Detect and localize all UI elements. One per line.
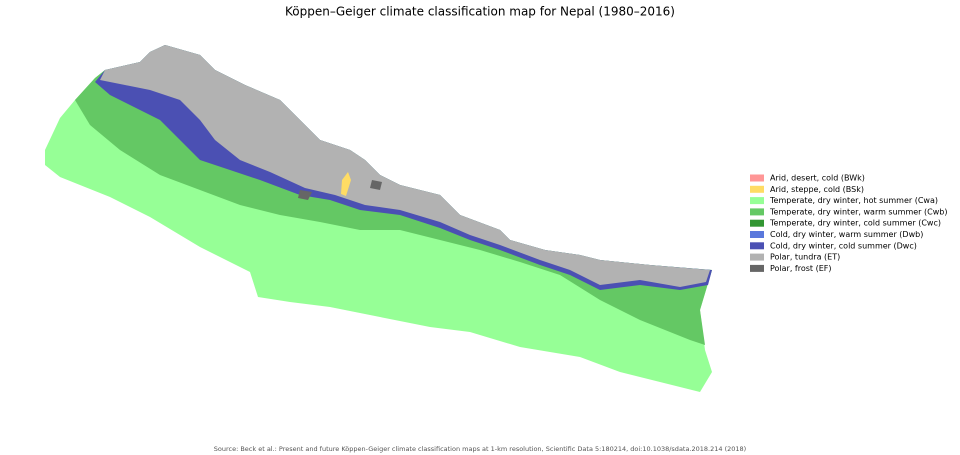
nepal-map bbox=[45, 45, 712, 392]
legend-swatch bbox=[750, 253, 764, 261]
legend-label: Polar, frost (EF) bbox=[770, 264, 832, 273]
legend: Arid, desert, cold (BWk) Arid, steppe, co… bbox=[750, 174, 947, 273]
region-ef bbox=[370, 180, 382, 190]
map-title: Köppen–Geiger climate classification map… bbox=[285, 5, 675, 19]
legend-label: Polar, tundra (ET) bbox=[770, 253, 840, 262]
legend-label: Arid, steppe, cold (BSk) bbox=[770, 185, 864, 194]
region-et bbox=[100, 45, 710, 287]
legend-swatch bbox=[750, 174, 764, 182]
region-bsk bbox=[341, 172, 351, 196]
legend-label: Cold, dry winter, warm summer (Dwb) bbox=[770, 230, 923, 239]
legend-swatch bbox=[750, 242, 764, 250]
legend-swatch bbox=[750, 208, 764, 216]
legend-swatch bbox=[750, 264, 764, 272]
legend-label: Temperate, dry winter, warm summer (Cwb) bbox=[769, 207, 947, 216]
region-ef bbox=[298, 190, 312, 200]
legend-label: Temperate, dry winter, hot summer (Cwa) bbox=[769, 196, 938, 205]
legend-swatch bbox=[750, 185, 764, 193]
legend-label: Cold, dry winter, cold summer (Dwc) bbox=[770, 241, 917, 250]
legend-swatch bbox=[750, 219, 764, 227]
source-note: Source: Beck et al.: Present and future … bbox=[214, 445, 746, 453]
legend-swatch bbox=[750, 231, 764, 238]
legend-label: Arid, desert, cold (BWk) bbox=[770, 174, 865, 183]
legend-label: Temperate, dry winter, cold summer (Cwc) bbox=[769, 219, 941, 228]
legend-swatch bbox=[750, 197, 764, 205]
